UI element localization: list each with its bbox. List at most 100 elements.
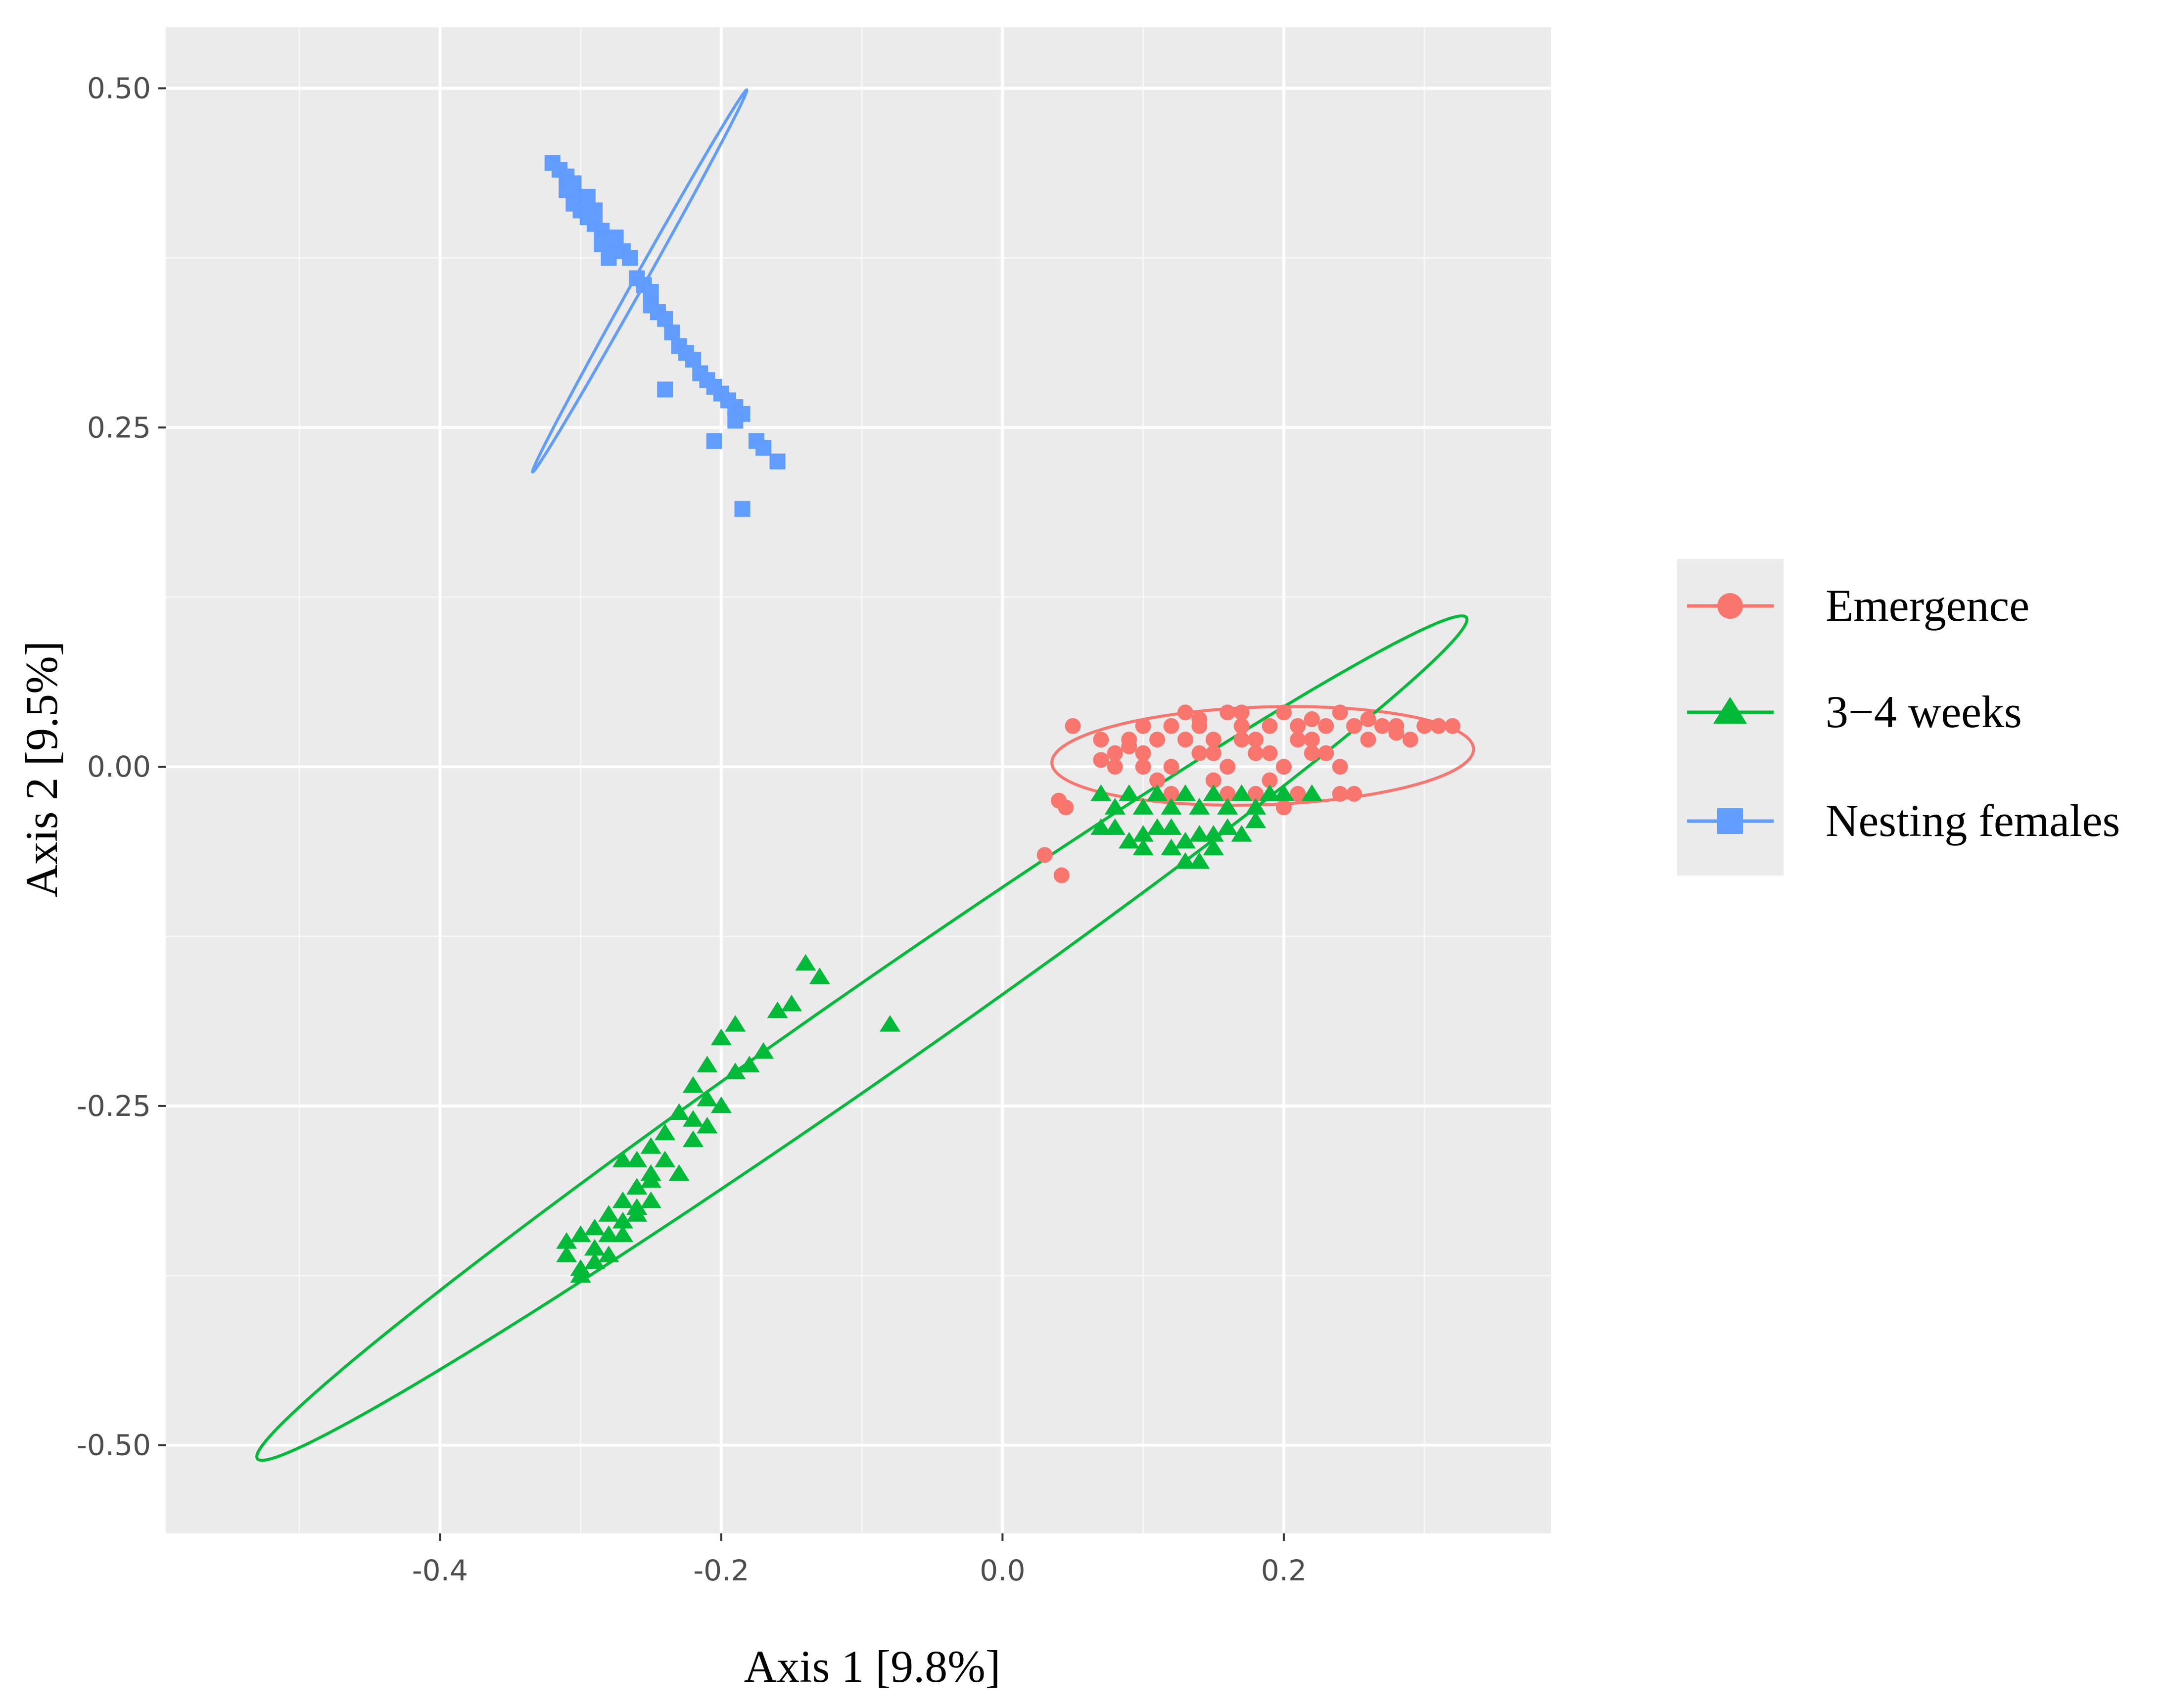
data-point <box>570 1225 591 1242</box>
data-point <box>556 1232 577 1249</box>
data-point <box>1205 772 1222 788</box>
data-point <box>1065 718 1081 734</box>
data-point <box>668 1103 690 1120</box>
data-point <box>1231 825 1252 842</box>
data-point <box>1360 732 1376 748</box>
data-point <box>697 1116 718 1134</box>
data-point <box>594 236 610 252</box>
data-point <box>608 230 624 246</box>
data-point <box>1220 785 1236 802</box>
data-point <box>584 1252 606 1269</box>
y-tick-label: 0.25 <box>87 411 151 444</box>
confidence-ellipse <box>531 88 749 474</box>
data-point <box>1245 798 1267 815</box>
data-point <box>612 1225 633 1242</box>
data-point <box>879 1015 901 1032</box>
data-point <box>612 1151 633 1168</box>
data-point <box>1163 718 1179 734</box>
data-point <box>1346 718 1363 734</box>
data-point <box>1248 785 1264 802</box>
data-point <box>1290 785 1306 802</box>
data-point <box>1191 745 1208 761</box>
data-point <box>1090 784 1112 801</box>
data-point <box>556 1246 577 1263</box>
data-point <box>725 1062 746 1079</box>
data-point <box>1119 831 1140 849</box>
data-point <box>1121 738 1137 754</box>
data-point <box>1135 745 1151 761</box>
data-point <box>1161 798 1182 815</box>
data-point <box>1146 818 1168 835</box>
legend-key-marker <box>1717 593 1743 619</box>
data-point <box>1107 745 1123 761</box>
data-point <box>640 1137 661 1154</box>
data-point <box>1430 718 1447 734</box>
data-point <box>626 1205 648 1222</box>
data-point <box>682 1130 704 1147</box>
data-point <box>1388 725 1405 741</box>
data-point <box>626 1151 648 1168</box>
data-point <box>1163 759 1179 775</box>
data-points <box>544 155 1461 1283</box>
data-point <box>1053 867 1070 883</box>
data-point <box>706 433 722 449</box>
x-axis-ticks: -0.4 -0.2 0.0 0.2 <box>412 1533 1307 1587</box>
legend: Emergence 3−4 weeks Nesting females <box>1677 559 2120 876</box>
data-point <box>682 1076 704 1093</box>
data-point <box>1175 784 1196 801</box>
data-point <box>1163 785 1179 802</box>
legend-label: Nesting females <box>1826 795 2120 846</box>
data-point <box>640 1171 661 1188</box>
data-point <box>1233 704 1250 721</box>
data-point <box>1332 785 1348 802</box>
data-point <box>664 324 680 341</box>
data-point <box>1275 759 1292 775</box>
data-point <box>1275 799 1292 816</box>
data-point <box>1146 784 1168 801</box>
data-point <box>1304 732 1320 748</box>
data-point <box>612 1211 633 1229</box>
data-point <box>739 1056 760 1072</box>
data-point <box>1104 818 1126 835</box>
data-point <box>657 381 673 398</box>
data-point <box>1189 798 1210 815</box>
x-tick-label: -0.2 <box>693 1554 749 1587</box>
data-point <box>640 1191 661 1208</box>
data-point <box>1220 704 1236 721</box>
data-point <box>1189 825 1210 842</box>
data-point <box>1161 818 1182 835</box>
data-point <box>1259 784 1280 801</box>
data-point <box>1233 732 1250 748</box>
y-axis-ticks: -0.50 -0.25 0.00 0.25 0.50 <box>77 71 166 1462</box>
data-point <box>1205 732 1222 748</box>
data-point <box>1149 732 1166 748</box>
data-point <box>1132 838 1154 856</box>
data-point <box>1161 838 1182 856</box>
data-point <box>1275 704 1292 721</box>
data-point <box>1177 704 1193 721</box>
data-point <box>1245 811 1267 829</box>
y-tick-label: -0.50 <box>77 1429 151 1462</box>
data-point <box>584 1239 606 1256</box>
data-point <box>1318 718 1334 734</box>
data-point <box>598 1205 619 1222</box>
data-point <box>1318 745 1334 761</box>
data-point <box>1058 799 1074 816</box>
data-point <box>584 1218 606 1236</box>
data-point <box>565 175 582 191</box>
y-axis-title: Axis 2 [9.5%] <box>16 641 67 898</box>
data-point <box>598 1225 619 1242</box>
y-tick-label: 0.50 <box>87 71 151 105</box>
data-point <box>1332 704 1348 721</box>
data-point <box>1149 772 1166 788</box>
data-point <box>1090 818 1112 835</box>
data-point <box>1220 759 1236 775</box>
data-point <box>710 1096 732 1113</box>
data-point <box>809 968 830 984</box>
x-tick-label: 0.2 <box>1261 1554 1307 1587</box>
data-point <box>1262 718 1278 734</box>
data-point <box>1346 785 1363 802</box>
plot-panel <box>166 27 1551 1533</box>
data-point <box>643 283 659 300</box>
